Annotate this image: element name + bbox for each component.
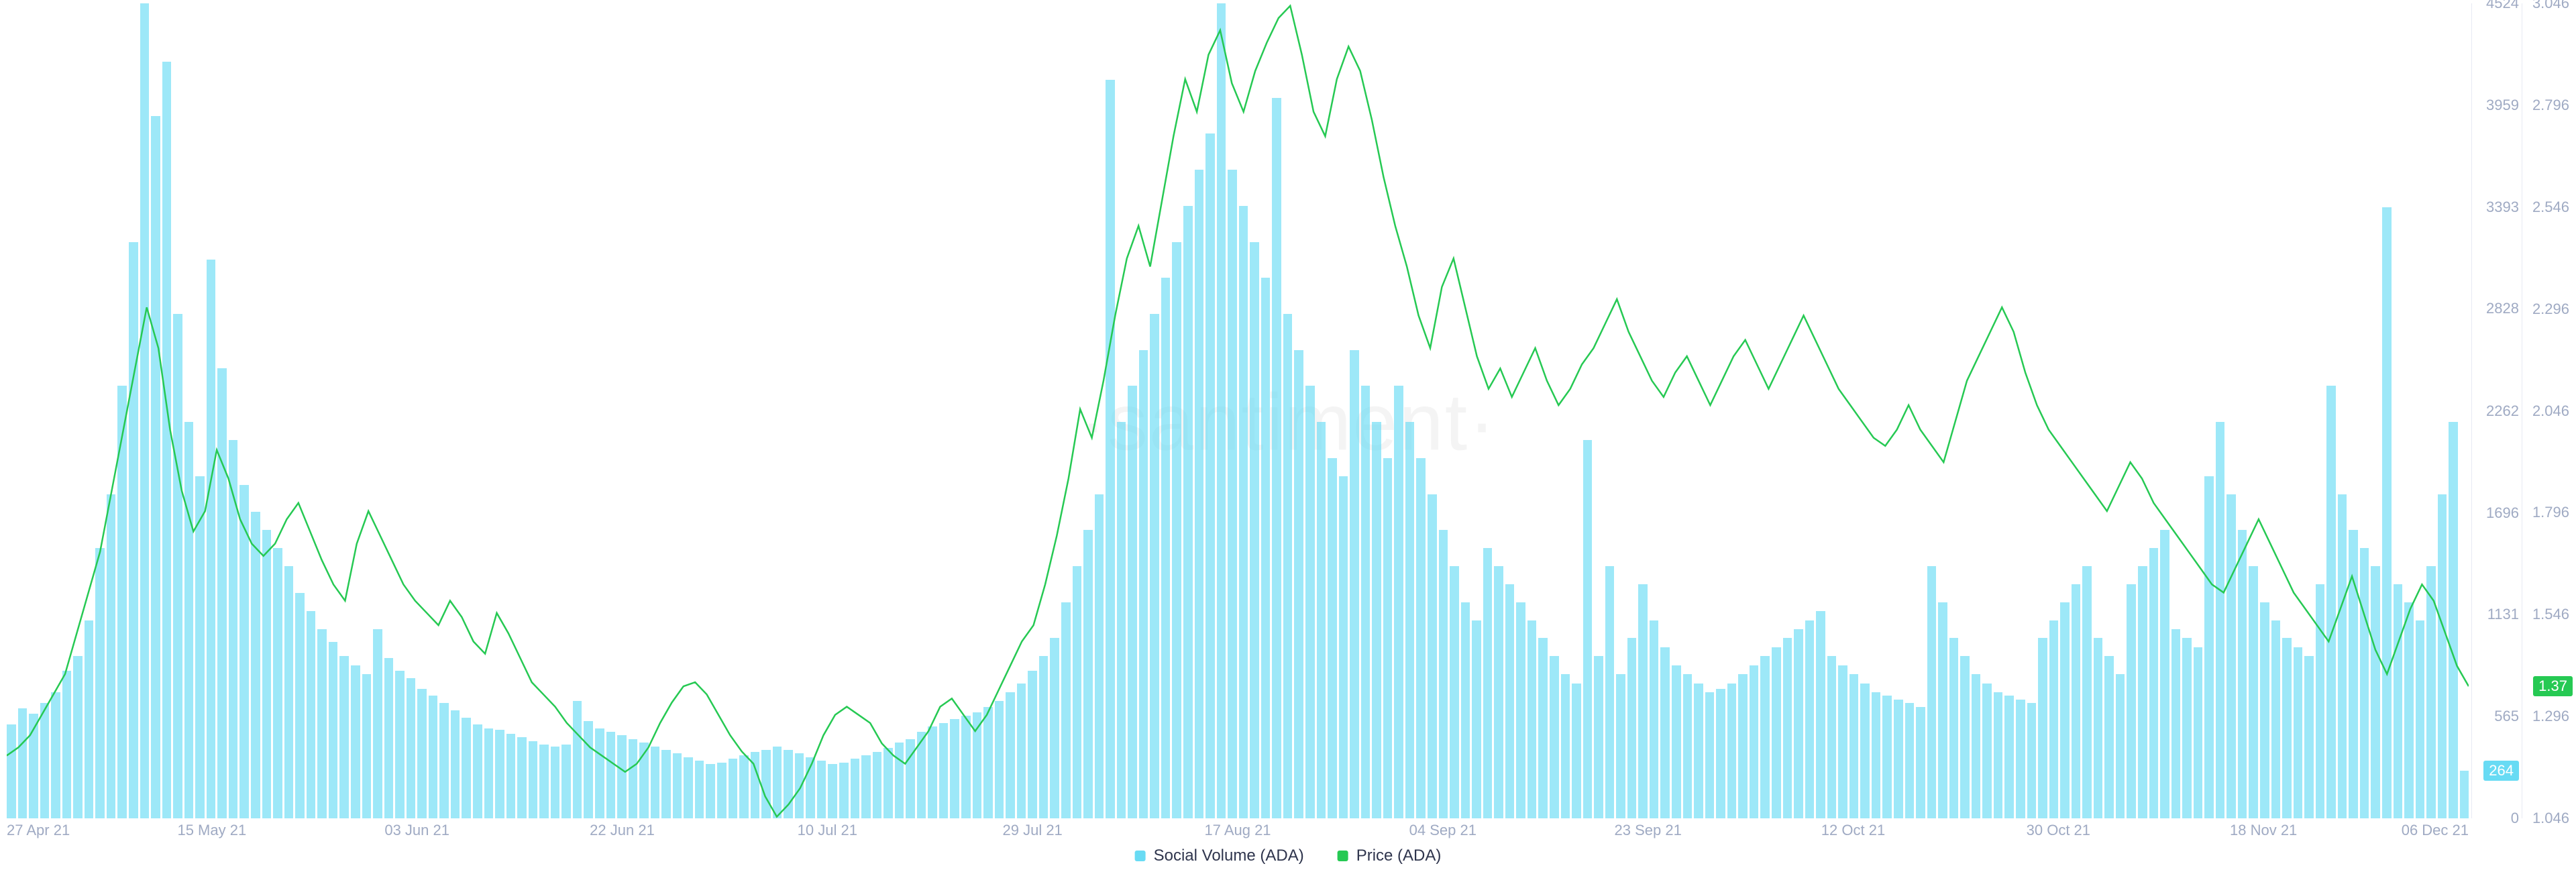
y-tick-label: 2262 [2472,402,2519,420]
x-tick-label: 06 Dec 21 [2402,822,2469,839]
y-tick-label: 1.046 [2522,810,2569,827]
x-tick-label: 22 Jun 21 [590,822,655,839]
legend-swatch-icon [1135,851,1146,861]
y-tick-label: 1.546 [2522,606,2569,623]
x-tick-label: 29 Jul 21 [1003,822,1063,839]
y-tick-label: 2.046 [2522,402,2569,420]
y-tick-label: 1131 [2472,606,2519,623]
legend-swatch-icon [1338,851,1348,861]
x-tick-label: 27 Apr 21 [7,822,70,839]
current-social-volume-badge: 264 [2483,761,2519,781]
x-tick-label: 30 Oct 21 [2027,822,2090,839]
legend-item-social-volume[interactable]: Social Volume (ADA) [1135,847,1304,865]
x-tick-label: 17 Aug 21 [1204,822,1271,839]
legend-item-price[interactable]: Price (ADA) [1338,847,1442,865]
x-tick-label: 18 Nov 21 [2230,822,2297,839]
y-tick-label: 3.046 [2522,0,2569,12]
current-price-badge: 1.37 [2533,676,2573,696]
x-tick-label: 10 Jul 21 [798,822,857,839]
chart-legend: Social Volume (ADA) Price (ADA) [1135,847,1442,865]
x-tick-label: 12 Oct 21 [1821,822,1885,839]
legend-label: Price (ADA) [1356,847,1442,865]
y-tick-label: 565 [2472,708,2519,725]
y-tick-label: 4524 [2472,0,2519,12]
y-tick-label: 2828 [2472,300,2519,317]
x-tick-label: 03 Jun 21 [384,822,449,839]
legend-label: Social Volume (ADA) [1154,847,1304,865]
chart-plot-area [7,3,2469,818]
y-tick-label: 2.796 [2522,97,2569,114]
y-tick-label: 1.296 [2522,708,2569,725]
price-line [7,3,2469,818]
y-tick-label: 3959 [2472,97,2519,114]
x-tick-label: 04 Sep 21 [1409,822,1477,839]
y-tick-label: 2.546 [2522,199,2569,216]
x-tick-label: 23 Sep 21 [1615,822,1682,839]
y-tick-label: 2.296 [2522,301,2569,318]
y-axis-social-volume: 05651131169622622828339339594524 [2472,3,2519,818]
x-tick-label: 15 May 21 [177,822,246,839]
y-tick-label: 0 [2472,810,2519,827]
y-tick-label: 3393 [2472,199,2519,216]
x-axis: 27 Apr 2115 May 2103 Jun 2122 Jun 2110 J… [7,822,2469,835]
y-tick-label: 1696 [2472,504,2519,522]
y-tick-label: 1.796 [2522,504,2569,521]
